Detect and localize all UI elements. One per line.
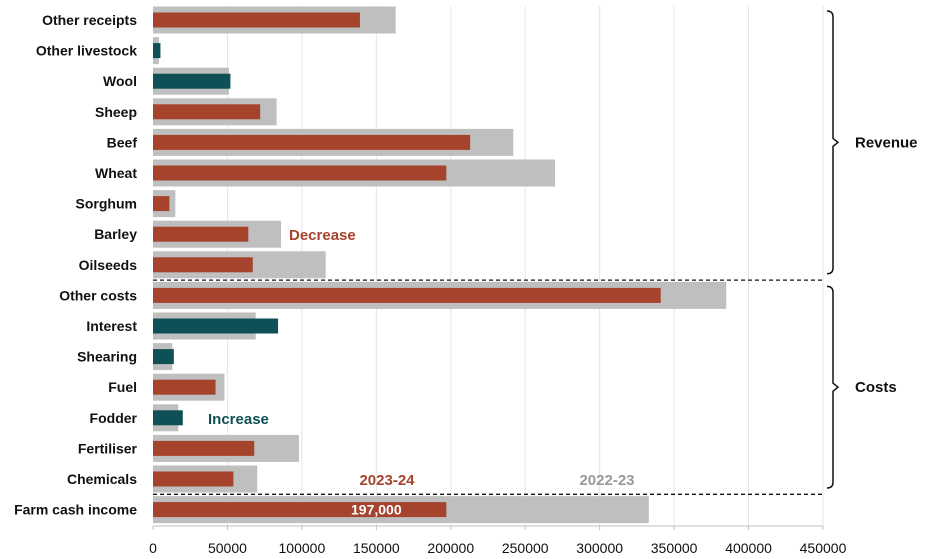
x-axis-ticks: 0 50000 100000 150000 200000 250000 300000 3500… [149,526,847,556]
bars [153,6,727,524]
bar-2023-24-barley [153,226,249,242]
category-label-sheep: Sheep [95,104,137,120]
category-label-wheat: Wheat [95,165,137,181]
category-label-shearing: Shearing [77,349,137,365]
bracket-revenue [826,10,840,275]
category-label-other-receipts: Other receipts [42,12,137,28]
bar-2023-24-fodder [153,410,183,426]
category-label-wool: Wool [103,73,137,89]
category-label-other-livestock: Other livestock [36,43,137,59]
section-separators [153,279,823,495]
category-label-sorghum: Sorghum [76,196,137,212]
bar-2023-24-wheat [153,165,447,181]
tick-label-200000: 200000 [427,540,474,556]
tick-label-0: 0 [149,540,157,556]
bar-2023-24-other-livestock [153,43,161,59]
legend-2022-23: 2022-23 [579,472,634,489]
annotations: Decrease Increase 2023-24 2022-23 197,00… [208,227,635,517]
category-label-fuel: Fuel [108,379,137,395]
gridlines [153,6,824,527]
category-label-other-costs: Other costs [59,287,137,303]
bar-2023-24-fertiliser [153,440,255,456]
bar-2023-24-sorghum [153,196,170,212]
tick-label-50000: 50000 [208,540,247,556]
bar-2023-24-interest [153,318,279,334]
tick-label-100000: 100000 [279,540,326,556]
group-label-costs: Costs [855,379,897,396]
tick-label-350000: 350000 [651,540,698,556]
tick-label-150000: 150000 [353,540,400,556]
tick-label-250000: 250000 [502,540,549,556]
bar-2023-24-shearing [153,349,174,365]
category-labels: Other receipts Other livestock Wool Sheep Be… [14,12,137,518]
farm-cash-income-data-label: 197,000 [351,502,402,518]
group-brackets: Revenue Costs [826,10,918,489]
bar-2023-24-sheep [153,104,261,120]
bar-2023-24-fuel [153,379,216,395]
bar-2023-24-other-costs [153,287,661,303]
tick-label-300000: 300000 [576,540,623,556]
increase-annotation: Increase [208,411,269,428]
decrease-annotation: Decrease [289,227,356,244]
group-label-revenue: Revenue [855,134,918,151]
category-label-fertiliser: Fertiliser [78,440,138,456]
bracket-costs [826,285,840,489]
bar-2023-24-other-receipts [153,12,360,28]
category-label-farm-cash-income: Farm cash income [14,502,137,518]
bar-2023-24-wool [153,73,231,89]
category-label-interest: Interest [86,318,137,334]
category-label-barley: Barley [94,226,137,242]
tick-label-450000: 450000 [800,540,847,556]
category-label-beef: Beef [107,134,138,150]
legend-2023-24: 2023-24 [359,472,415,489]
bar-2023-24-oilseeds [153,257,253,273]
bar-2023-24-beef [153,134,471,150]
category-label-oilseeds: Oilseeds [79,257,138,273]
category-label-chemicals: Chemicals [67,471,137,487]
tick-label-400000: 400000 [725,540,772,556]
bar-2023-24-farm-cash-income [153,502,447,518]
bar-2023-24-chemicals [153,471,234,487]
category-label-fodder: Fodder [90,410,138,426]
